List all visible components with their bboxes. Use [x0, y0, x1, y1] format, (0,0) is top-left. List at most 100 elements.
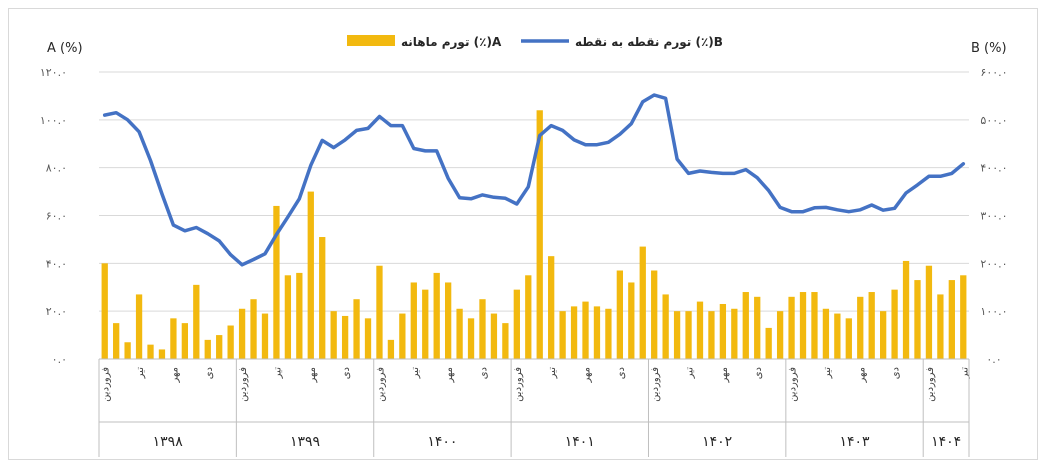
- y-right-tick-label: ۴۰۰.۰: [980, 162, 1007, 175]
- bar: [662, 294, 669, 359]
- bar: [387, 339, 395, 359]
- year-label: ۱۴۰۱: [565, 434, 595, 450]
- bar: [948, 280, 955, 359]
- combo-chart: ۰.۰ ۰.۰ ۲۰.۰ ۱۰۰.۰ ۴۰.۰ ۲۰۰.۰ ۶۰.۰ ۳۰۰.۰ ۸۰.۰ ۴۰۰…: [40, 35, 1008, 457]
- bar: [284, 275, 292, 359]
- x-month-label: فروردین: [650, 367, 661, 402]
- bar: [879, 311, 887, 359]
- y-right-tick-label: ۶۰۰.۰: [980, 66, 1007, 79]
- year-label: ۱۴۰۰: [427, 434, 457, 450]
- x-month-label: تیر: [272, 367, 283, 380]
- bar: [204, 339, 211, 359]
- bar: [399, 313, 406, 359]
- x-month-label: فروردین: [925, 367, 936, 402]
- bar: [754, 296, 761, 359]
- bar: [673, 311, 681, 359]
- bar: [719, 303, 727, 359]
- year-label: ۱۴۰۲: [702, 434, 732, 450]
- bar: [273, 205, 280, 359]
- bar: [651, 270, 658, 359]
- bar: [811, 292, 818, 359]
- x-month-label: فروردین: [238, 367, 249, 402]
- y-left-tick-label: ۸۰.۰: [46, 162, 67, 175]
- y-left-axis-title: A (%): [47, 41, 83, 56]
- y-right-tick-label: ۱۰۰.۰: [980, 305, 1007, 318]
- bar: [799, 292, 807, 359]
- bar: [261, 313, 269, 359]
- bar: [330, 311, 337, 359]
- bar: [341, 315, 349, 359]
- bar: [937, 294, 944, 359]
- y-right-axis-title: B (%): [971, 41, 1007, 56]
- bar: [135, 294, 143, 359]
- bar: [193, 284, 200, 359]
- bar: [456, 308, 463, 359]
- y-left-tick-label: ۲۰.۰: [46, 305, 67, 318]
- x-month-label: تیر: [547, 367, 558, 380]
- x-month-label: فروردین: [513, 367, 524, 402]
- bar: [158, 349, 166, 359]
- x-month-label: مهر: [582, 367, 593, 383]
- bar: [250, 299, 257, 359]
- bar: [708, 311, 715, 359]
- bar: [513, 289, 520, 359]
- x-month-label: مهر: [444, 367, 455, 383]
- bar: [902, 260, 910, 359]
- bar: [181, 323, 189, 359]
- bar: [639, 246, 646, 359]
- bar: [731, 308, 738, 359]
- x-month-label: دی: [616, 367, 627, 379]
- bar: [868, 292, 875, 359]
- bar: [525, 275, 532, 359]
- bar: [376, 265, 383, 359]
- y-right-tick-label: ۲۰۰.۰: [980, 257, 1007, 270]
- bar: [570, 306, 578, 359]
- bar: [605, 308, 612, 359]
- chart-frame: ۰.۰ ۰.۰ ۲۰.۰ ۱۰۰.۰ ۴۰.۰ ۲۰۰.۰ ۶۰.۰ ۳۰۰.۰ ۸۰.۰ ۴۰۰…: [8, 8, 1038, 460]
- x-month-label: دی: [753, 367, 764, 379]
- bar: [582, 301, 589, 359]
- bar: [559, 311, 566, 359]
- bar: [960, 275, 967, 359]
- x-month-label: فروردین: [375, 367, 386, 402]
- bar: [857, 296, 864, 359]
- x-month-label: فروردین: [788, 367, 799, 402]
- bar: [479, 299, 486, 359]
- bar: [307, 191, 314, 359]
- bar: [616, 270, 624, 359]
- year-label: ۱۴۰۳: [839, 434, 870, 450]
- legend-label-line: تورم نقطه به نقطه (٪)B: [575, 35, 723, 50]
- bar: [147, 344, 154, 359]
- bar: [124, 342, 131, 359]
- bar: [422, 289, 429, 359]
- y-left-tick-label: ۱۲۰.۰: [40, 66, 67, 79]
- bar: [742, 292, 749, 359]
- x-month-label: تیر: [822, 367, 833, 380]
- bar: [696, 301, 704, 359]
- x-month-label: مهر: [307, 367, 318, 383]
- year-label: ۱۴۰۴: [931, 434, 961, 450]
- year-label: ۱۳۹۹: [290, 434, 320, 450]
- bar: [765, 327, 772, 359]
- bar: [101, 263, 108, 359]
- x-month-label: مهر: [856, 367, 867, 383]
- bar: [776, 311, 784, 359]
- y-left-tick-label: ۴۰.۰: [46, 257, 67, 270]
- x-month-label: تیر: [685, 367, 696, 380]
- series-line: [102, 93, 966, 267]
- bar: [170, 318, 177, 359]
- y-right-tick-label: ۰.۰: [986, 353, 1001, 366]
- x-month-label: دی: [341, 367, 352, 379]
- year-label: ۱۳۹۸: [153, 434, 184, 450]
- bar: [433, 272, 440, 359]
- x-month-label: دی: [478, 367, 489, 379]
- bar: [788, 296, 795, 359]
- bar: [410, 282, 417, 359]
- bar: [502, 323, 509, 359]
- bar: [536, 110, 543, 360]
- y-left-tick-label: ۱۰۰.۰: [40, 114, 67, 127]
- x-month-label: دی: [204, 367, 215, 379]
- bar: [914, 280, 921, 359]
- x-month-label: دی: [891, 367, 902, 379]
- legend-swatch-bars: [347, 35, 395, 46]
